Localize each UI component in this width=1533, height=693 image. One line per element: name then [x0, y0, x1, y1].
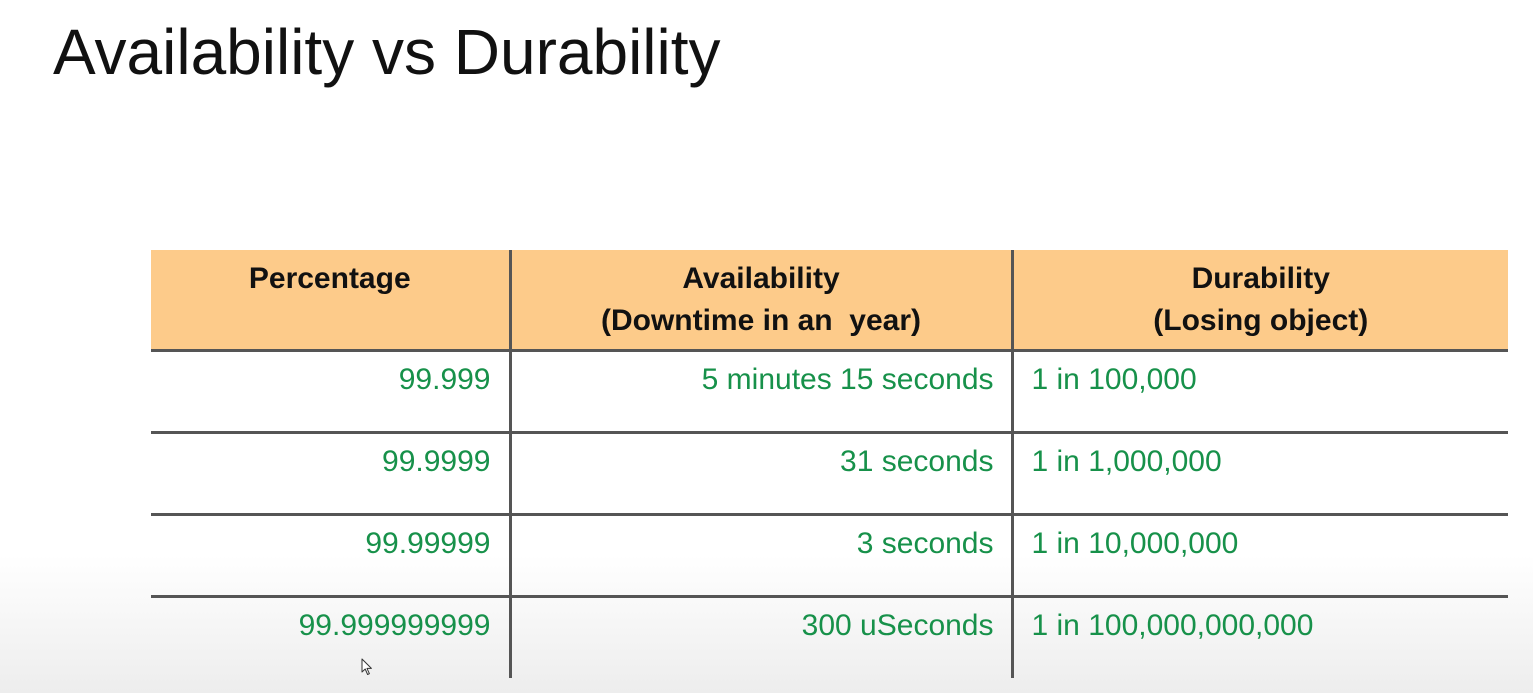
- mouse-pointer-icon: [361, 658, 372, 675]
- table-row: 99.999999999 300 uSeconds 1 in 100,000,0…: [151, 596, 1508, 678]
- header-availability: Availability (Downtime in an year): [508, 250, 1012, 352]
- table-row: 99.99999 3 seconds 1 in 10,000,000: [151, 514, 1508, 598]
- header-durability: Durability (Losing object): [1010, 250, 1508, 352]
- durability-cell: 1 in 1,000,000: [1010, 432, 1508, 516]
- header-percentage-label: Percentage: [248, 262, 411, 295]
- header-percentage: Percentage: [151, 250, 510, 352]
- table-header-row: Percentage Availability (Downtime in an …: [151, 250, 1508, 352]
- percentage-cell: 99.999: [151, 350, 510, 434]
- availability-cell: 3 seconds: [508, 514, 1012, 598]
- comparison-table-container: Percentage Availability (Downtime in an …: [151, 250, 1508, 682]
- percentage-cell: 99.999999999: [298, 608, 491, 642]
- header-durability-sublabel: (Losing object): [1153, 304, 1369, 337]
- slide-title: Availability vs Durability: [53, 16, 721, 88]
- durability-cell: 1 in 100,000: [1010, 350, 1508, 434]
- availability-cell: 31 seconds: [508, 432, 1012, 516]
- table-row: 99.9999 31 seconds 1 in 1,000,000: [151, 432, 1508, 516]
- percentage-cell: 99.9999: [151, 432, 510, 516]
- percentage-cell: 99.99999: [151, 514, 510, 598]
- durability-cell: 1 in 100,000,000,000: [1010, 596, 1508, 678]
- comparison-table: Percentage Availability (Downtime in an …: [151, 250, 1508, 678]
- header-durability-label: Durability: [1191, 262, 1330, 295]
- table-row: 99.999 5 minutes 15 seconds 1 in 100,000: [151, 350, 1508, 434]
- header-availability-label: Availability: [682, 262, 840, 295]
- header-availability-sublabel: (Downtime in an year): [600, 304, 922, 337]
- availability-cell: 5 minutes 15 seconds: [508, 350, 1012, 434]
- availability-cell: 300 uSeconds: [508, 596, 1012, 678]
- durability-cell: 1 in 10,000,000: [1010, 514, 1508, 598]
